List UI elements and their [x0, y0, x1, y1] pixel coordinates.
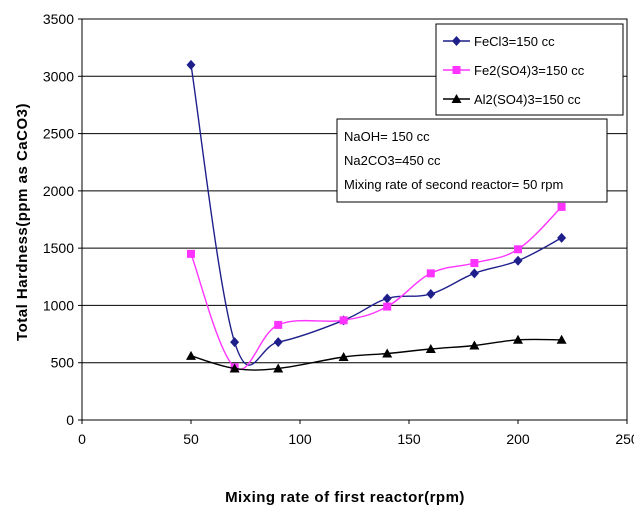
series-line-2	[190, 206, 563, 371]
conditions-box	[336, 118, 608, 203]
y-tick-label: 3500	[43, 11, 74, 27]
data-point	[339, 316, 348, 325]
data-point	[273, 337, 283, 348]
data-point	[230, 337, 240, 348]
plot-frame	[81, 18, 628, 421]
y-tick-label: 3000	[43, 68, 74, 84]
y-tick-label: 0	[66, 412, 74, 428]
annotation-line: Na2CO3=450 cc	[344, 153, 441, 168]
conditions-note: NaOH= 150 cc Na2CO3=450 cc Mixing rate of …	[336, 118, 608, 203]
series-line-1	[190, 64, 562, 366]
y-tick-label: 1000	[43, 297, 74, 313]
tick-labels: 0 500 1000 1500 2000 2500 3000 3500 0 50 100 150 200…	[43, 11, 634, 447]
data-point	[469, 340, 480, 350]
y-tick-label: 2000	[43, 183, 74, 199]
x-tick-label: 150	[397, 431, 421, 447]
data-point	[338, 351, 349, 361]
data-point	[556, 334, 567, 344]
series-2	[187, 202, 566, 372]
data-point	[229, 363, 240, 373]
data-point	[426, 269, 435, 278]
series-layer	[186, 59, 567, 373]
data-point	[426, 288, 436, 299]
data-point	[273, 363, 284, 373]
legend-label: Al2(SO4)3=150 cc	[474, 92, 581, 107]
y-tick-label: 2500	[43, 126, 74, 142]
data-point	[470, 259, 479, 268]
y-axis-title: Total Hardness(ppm as CaCO3)	[14, 103, 31, 341]
data-point	[274, 320, 283, 329]
annotation-line: Mixing rate of second reactor= 50 rpm	[344, 177, 563, 192]
legend-marker	[452, 66, 461, 74]
y-tick-label: 500	[51, 355, 75, 371]
data-point	[186, 350, 196, 360]
data-point	[186, 59, 196, 70]
x-tick-label: 100	[288, 431, 312, 447]
data-point	[557, 202, 566, 211]
data-point	[469, 268, 479, 279]
legend-item-1: FeCl3=150 cc	[443, 34, 555, 49]
series-3	[186, 334, 567, 373]
x-tick-label: 50	[183, 431, 199, 447]
legend: FeCl3=150 cc Fe2(SO4)3=150 cc Al2(SO4)3=15…	[435, 23, 624, 116]
data-point	[513, 255, 523, 266]
legend-marker	[451, 94, 462, 103]
x-tick-label: 0	[78, 431, 86, 447]
data-point	[383, 302, 392, 311]
x-tick-label: 250	[615, 431, 634, 447]
data-point	[557, 232, 567, 243]
x-tick-label: 200	[506, 431, 530, 447]
data-point	[382, 293, 392, 304]
data-point	[514, 245, 522, 254]
data-point	[382, 348, 393, 358]
legend-item-3: Al2(SO4)3=150 cc	[443, 92, 581, 107]
legend-label: Fe2(SO4)3=150 cc	[474, 63, 585, 78]
data-point	[425, 343, 436, 353]
data-point	[513, 334, 523, 344]
data-point	[187, 249, 195, 258]
y-tick-label: 1500	[43, 240, 74, 256]
legend-marker	[452, 36, 461, 46]
legend-label: FeCl3=150 cc	[474, 34, 555, 49]
legend-item-2: Fe2(SO4)3=150 cc	[443, 63, 585, 78]
annotation-line: NaOH= 150 cc	[344, 129, 430, 144]
x-axis-title: Mixing rate of first reactor(rpm)	[225, 489, 465, 506]
